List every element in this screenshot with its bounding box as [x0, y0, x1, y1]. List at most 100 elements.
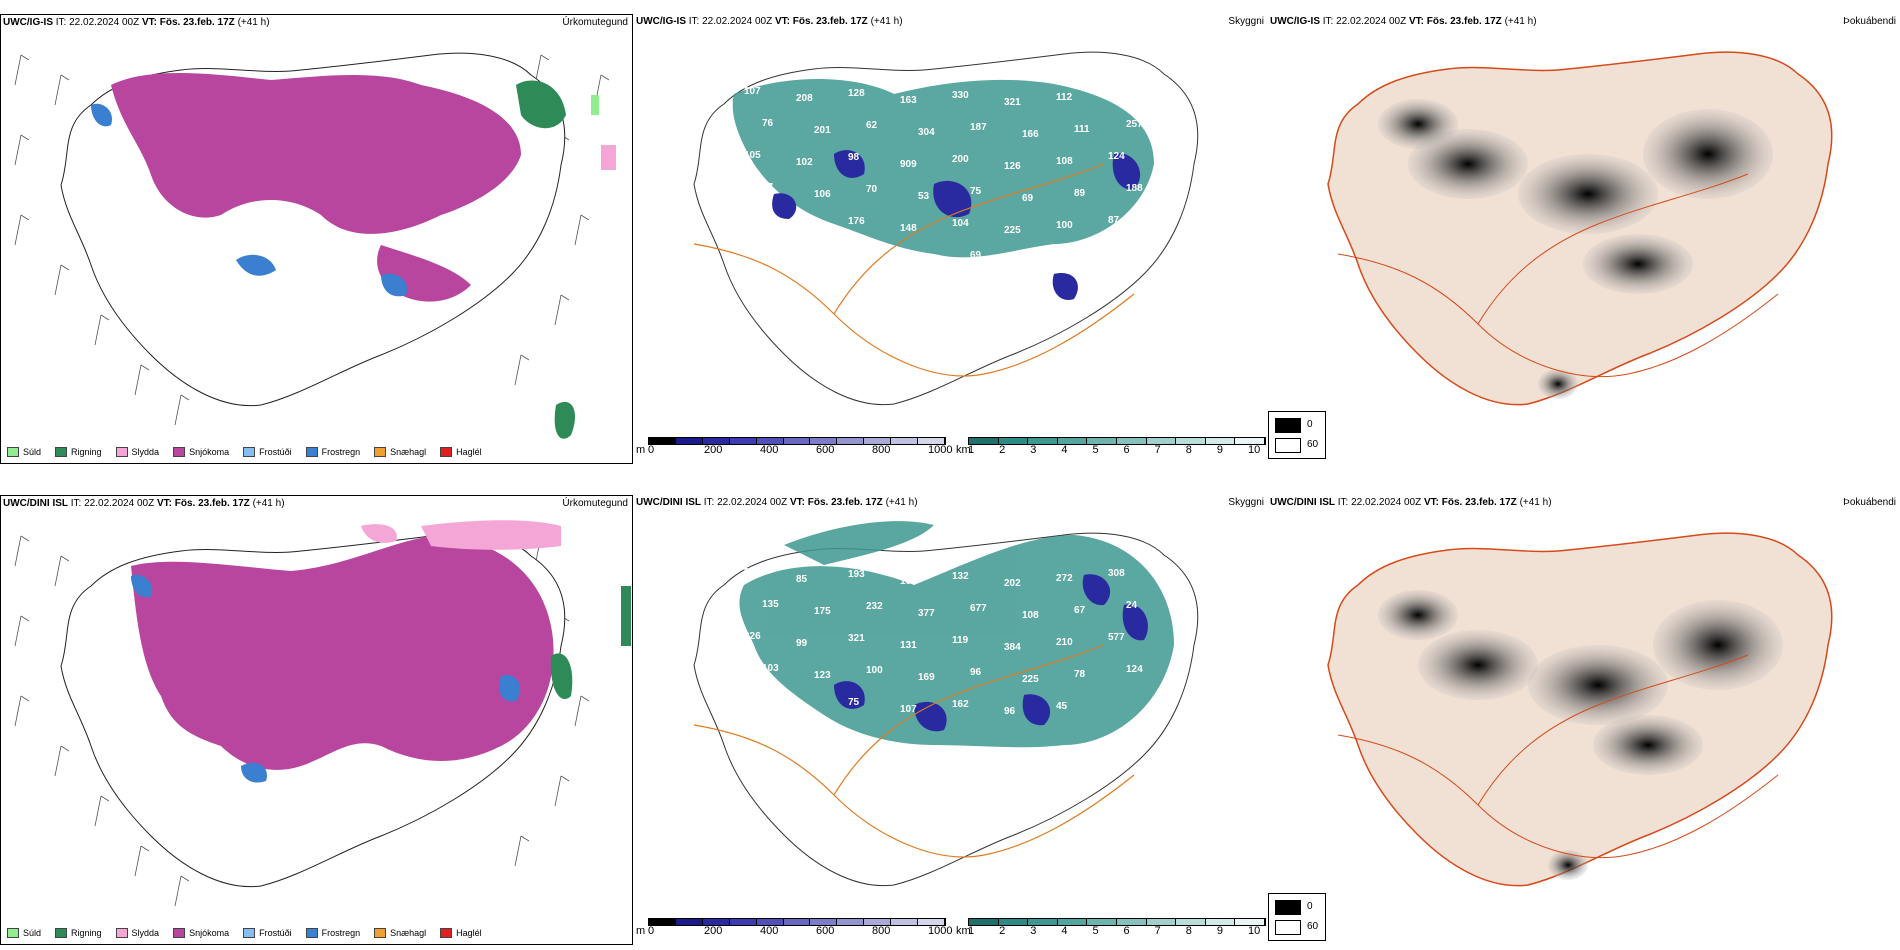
scale-tick-label: 0 [648, 925, 655, 937]
cloud-base-label: 76 [762, 118, 774, 129]
freezing-areas [91, 103, 407, 297]
legend-label: Slydda [131, 928, 160, 938]
fog-panel-title-1: Þokuábendi [1843, 16, 1896, 27]
legend-item: Frostúði [243, 447, 292, 457]
legend-item: Snæhagl [374, 928, 426, 938]
cloud-base-label: 96 [970, 667, 982, 678]
cloud-base-label: 103 [762, 663, 779, 674]
scale-cell [1116, 438, 1147, 444]
legend-label: Rigning [71, 447, 102, 457]
rain-areas [550, 586, 631, 700]
cloud-base-label: 202 [1004, 578, 1021, 589]
legend-item: Frostregn [305, 447, 360, 457]
cloud-base-label: 78 [1074, 669, 1086, 680]
fog-legend-label: 60 [1307, 921, 1319, 932]
precip-legend-1: Súld Rigning Slydda Snjókoma Frostúði Frostre… [7, 447, 482, 457]
scale-bar [968, 918, 1266, 926]
cloud-base-label: 128 [848, 88, 865, 99]
cloud-base-label: 62 [866, 120, 878, 131]
cloud-base-label: 232 [866, 601, 883, 612]
cloud-base-label: 166 [1022, 129, 1039, 140]
legend-item: Snjókoma [173, 447, 229, 457]
legend-item: Súld [7, 928, 41, 938]
cloud-base-label: 92 [1022, 257, 1034, 268]
cloud-base-label: 97 [762, 182, 774, 193]
scale-cell [729, 438, 757, 444]
scale-cell [969, 438, 999, 444]
legend-swatch [243, 447, 256, 457]
cloud-base-label: 48 [1074, 252, 1086, 263]
visibility-scale-1: km 1 2 3 4 5 6 7 8 9 10 [956, 437, 1266, 459]
scale-tick-label: 5 [1092, 444, 1099, 456]
wind-barbs [14, 54, 610, 426]
scale-tick-label: 9 [1216, 444, 1223, 456]
legend-item: Haglél [440, 447, 482, 457]
legend-label: Súld [23, 447, 42, 457]
scale-tick-label: 1000 [928, 444, 953, 456]
scale-cell [1146, 438, 1177, 444]
cloud-base-label: 162 [952, 699, 969, 710]
cloud-base-label: 96 [1004, 706, 1016, 717]
legend-label: Haglél [456, 928, 482, 938]
legend-item: Slydda [115, 447, 159, 457]
scale-cell [649, 919, 676, 925]
cloud-base-label: 99 [796, 638, 808, 649]
cloud-base-label: 377 [918, 608, 935, 619]
scale-cell [1057, 438, 1088, 444]
scale-tick-label: 3 [1030, 925, 1037, 937]
scale-cell [783, 919, 811, 925]
fog-legend-1: 0 60 [1268, 411, 1326, 459]
legend-swatch [305, 447, 318, 457]
fog-panel-2: UWC/DINI ISL IT: 22.02.2024 00Z VT: Fös.… [1268, 495, 1900, 945]
legend-item: Rigning [55, 447, 102, 457]
scale-cell [837, 438, 865, 444]
cloud-base-label: 108 [1056, 156, 1073, 167]
drizzle-areas [591, 95, 599, 115]
cloud-base-label: 69 [1022, 193, 1034, 204]
cloud-base-label: 65 [744, 214, 756, 225]
cloud-base-label: 75 [970, 186, 982, 197]
cloud-base-label: 193 [848, 569, 865, 580]
cloud-base-label: 208 [796, 93, 813, 104]
cloud-base-label: 100 [866, 665, 883, 676]
cloud-map-2: 99 85 193 101 132 202 272 308 135 175 232 377 677 108… [693, 521, 1199, 887]
legend-label: Snjókoma [189, 928, 230, 938]
fog-map-1 [1327, 51, 1833, 406]
legend-label: Rigning [71, 928, 102, 938]
scale-cell [1028, 438, 1058, 444]
cloud-base-label: 111 [1074, 124, 1090, 135]
scale-cell [1146, 919, 1177, 925]
cloud-header-1: UWC/IG-IS IT: 22.02.2024 00Z VT: Fös. 23… [636, 16, 903, 27]
scale-tick-label: 800 [872, 925, 891, 937]
cloud-base-label: 87 [1108, 215, 1120, 226]
fog-legend-label: 0 [1307, 419, 1313, 430]
sleet-areas [601, 145, 616, 170]
ceiling-areas [834, 574, 1148, 732]
cloud-base-label: 131 [900, 640, 917, 651]
cloud-base-label: 101 [866, 248, 883, 259]
legend-swatch [55, 447, 68, 457]
sleet-areas [361, 520, 561, 550]
scale-tick-label: 400 [760, 925, 779, 937]
cloud-base-label: 124 [1108, 151, 1125, 162]
scale-tick-label: 600 [816, 925, 835, 937]
scale-cell [918, 438, 945, 444]
scale-cell [729, 919, 757, 925]
cloud-base-label: 148 [900, 223, 917, 234]
cloud-base-label: 321 [848, 633, 865, 644]
precip-map-1 [14, 52, 616, 439]
scale-cell [702, 438, 730, 444]
fog-legend-swatch [1275, 900, 1301, 915]
scale-tick-label: 600 [816, 444, 835, 456]
scale-cell [1205, 438, 1236, 444]
cloud-base-label: 186 [1108, 87, 1125, 98]
road-network [1337, 654, 1779, 858]
legend-swatch [440, 447, 453, 457]
cloud-base-label: 225 [1004, 225, 1021, 236]
cloud-base-label: 200 [952, 154, 969, 165]
cloud-base-label: 104 [952, 218, 969, 229]
fog-legend-2: 0 60 [1268, 893, 1326, 941]
ceiling-scale-1: m 0 200 400 600 800 1000 [636, 437, 952, 459]
fog-index-shading [1378, 590, 1783, 880]
cloud-base-label: 163 [900, 95, 917, 106]
